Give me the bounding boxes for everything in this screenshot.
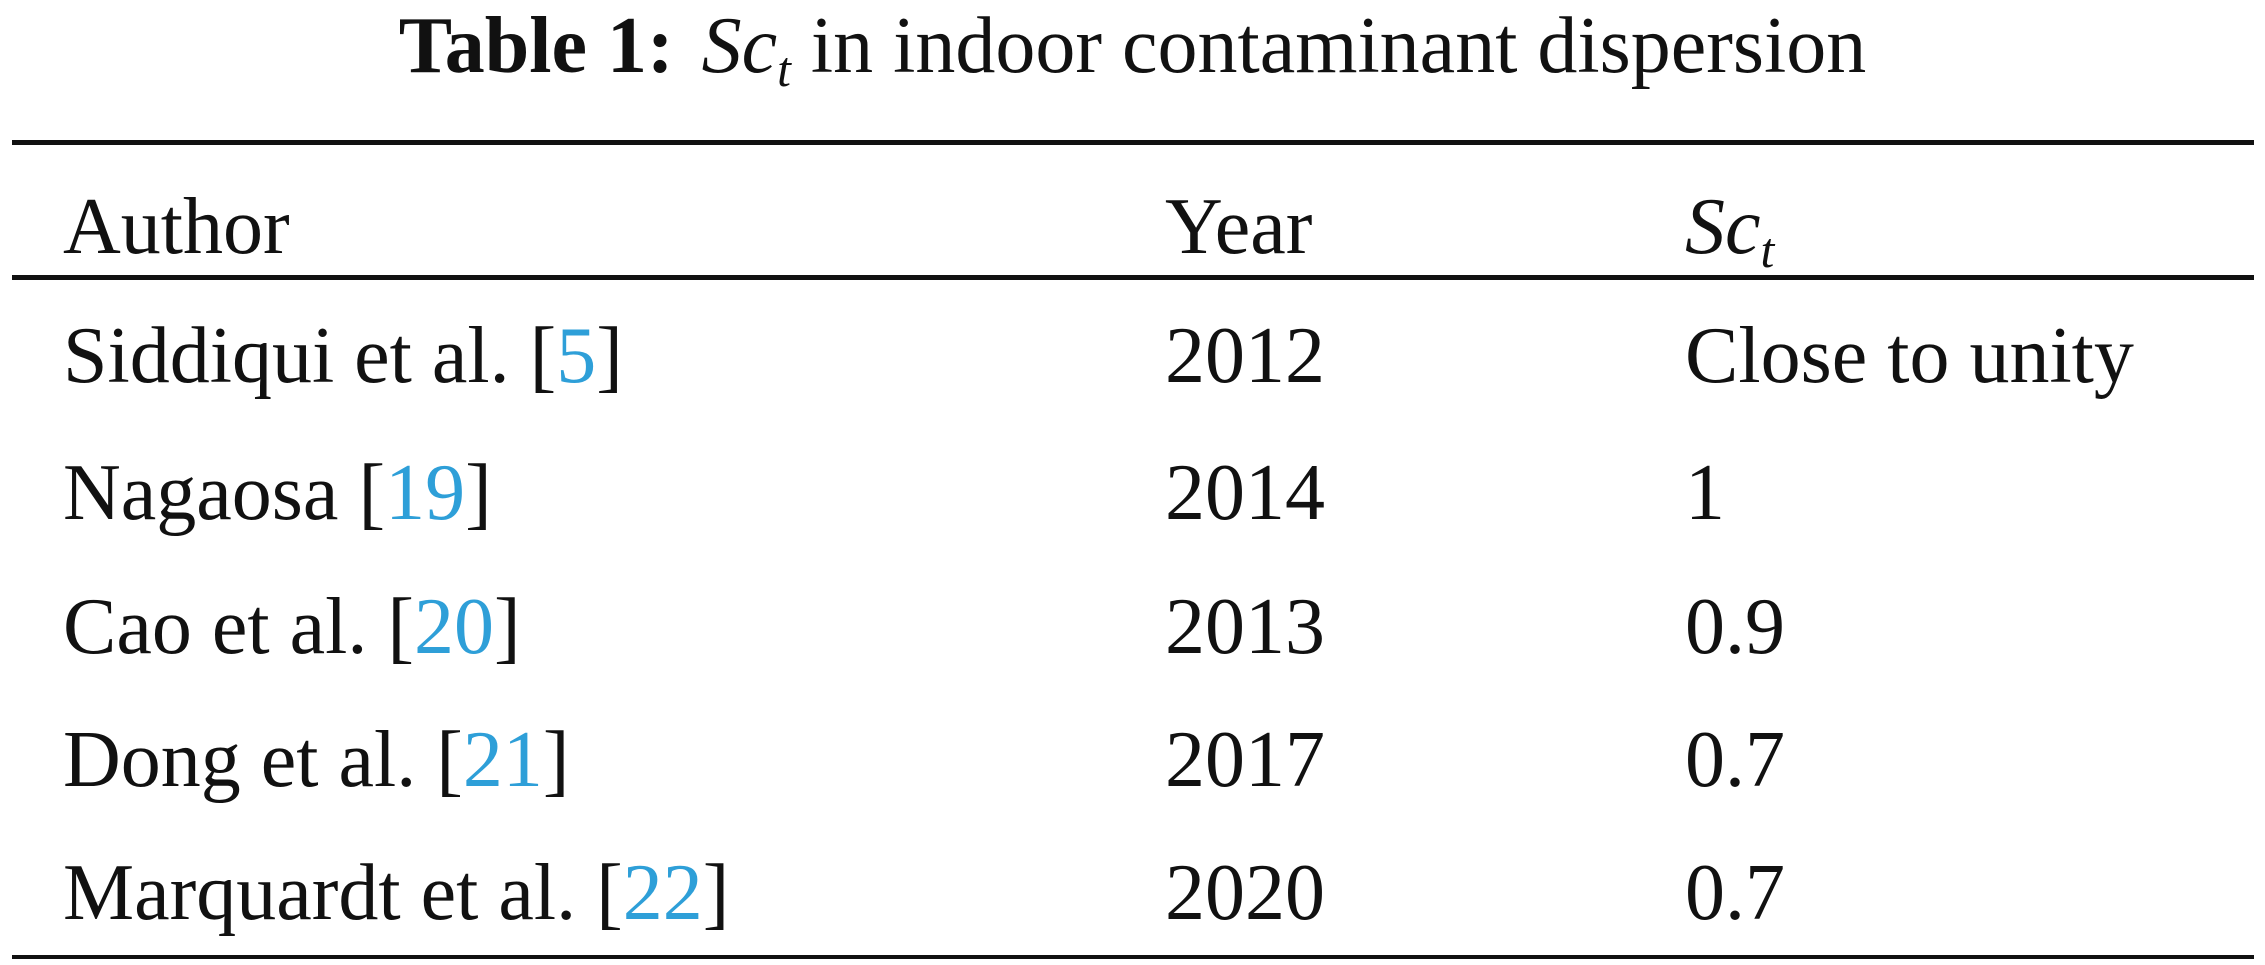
author-name: Nagaosa	[63, 449, 339, 537]
reference-link[interactable]: 19	[385, 449, 466, 537]
author-cell: Siddiqui et al. [5]	[63, 312, 623, 400]
sct-cell: 0.9	[1685, 583, 1785, 671]
header-rule	[12, 275, 2254, 280]
year-cell: 2013	[1165, 583, 1325, 671]
header-symbol-subscript: t	[1760, 222, 1775, 278]
symbol-subscript: t	[777, 41, 791, 97]
author-cell: Nagaosa [19]	[63, 449, 492, 537]
author-name: Marquardt et al.	[63, 849, 577, 937]
author-name: Siddiqui et al.	[63, 312, 510, 400]
bottom-rule	[12, 955, 2254, 959]
symbol-base: Sc	[701, 2, 778, 90]
table-label: Table 1:	[398, 2, 674, 90]
header-year: Year	[1165, 183, 1313, 271]
table-row: Dong et al. [21] 2017 0.7	[0, 700, 2265, 820]
author-cell: Marquardt et al. [22]	[63, 849, 730, 937]
table-row: Siddiqui et al. [5] 2012 Close to unity	[0, 296, 2265, 416]
reference-link[interactable]: 20	[413, 583, 494, 671]
author-name: Cao et al.	[63, 583, 368, 671]
year-cell: 2012	[1165, 312, 1325, 400]
table-row: Nagaosa [19] 2014 1	[0, 433, 2265, 553]
table-row: Marquardt et al. [22] 2020 0.7	[0, 833, 2265, 953]
reference-link[interactable]: 21	[462, 716, 543, 804]
reference-link[interactable]: 22	[622, 849, 703, 937]
sct-cell: 0.7	[1685, 849, 1785, 937]
year-cell: 2020	[1165, 849, 1325, 937]
header-symbol-base: Sc	[1685, 183, 1761, 271]
table-header-row: Author Year Sct	[0, 167, 2265, 287]
author-cell: Dong et al. [21]	[63, 716, 570, 804]
year-cell: 2014	[1165, 449, 1325, 537]
year-cell: 2017	[1165, 716, 1325, 804]
header-sct: Sct	[1685, 167, 1774, 287]
author-cell: Cao et al. [20]	[63, 583, 521, 671]
symbol-sct: Sct	[702, 6, 791, 94]
sct-cell: Close to unity	[1685, 312, 2134, 400]
reference-link[interactable]: 5	[556, 312, 597, 400]
top-rule	[12, 140, 2254, 145]
header-author: Author	[63, 183, 290, 271]
table-caption: Table 1: Sct in indoor contaminant dispe…	[0, 0, 2265, 94]
author-name: Dong et al.	[63, 716, 417, 804]
table-row: Cao et al. [20] 2013 0.9	[0, 567, 2265, 687]
sct-cell: 1	[1685, 449, 1725, 537]
sct-cell: 0.7	[1685, 716, 1785, 804]
caption-text: in indoor contaminant dispersion	[810, 2, 1867, 90]
